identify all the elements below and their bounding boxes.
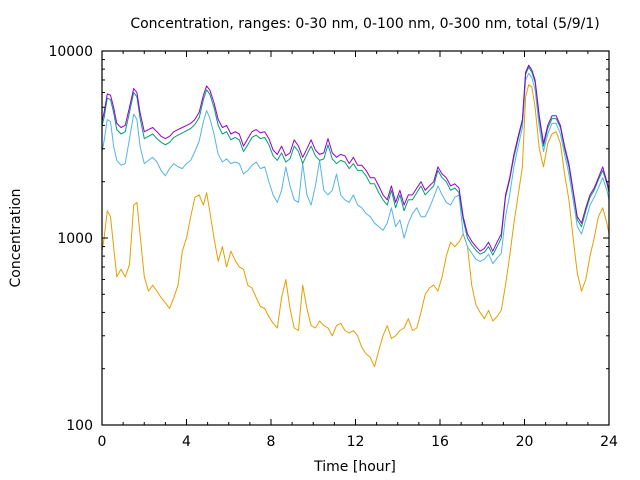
x-axis: 0 4 8 12 16 20 24 bbox=[98, 51, 618, 450]
x-tick-label: 16 bbox=[431, 434, 449, 450]
series-line-0-100-nm bbox=[101, 72, 610, 265]
y-axis-label: Concentration bbox=[8, 188, 24, 287]
y-tick-label: 100 bbox=[66, 418, 93, 434]
x-axis-label: Time [hour] bbox=[313, 459, 396, 475]
series-lines bbox=[101, 64, 610, 368]
y-tick-label: 10000 bbox=[48, 44, 93, 60]
chart-title: Concentration, ranges: 0-30 nm, 0-100 nm… bbox=[130, 16, 599, 32]
x-tick-label: 12 bbox=[347, 434, 365, 450]
y-axis: 100 1000 10000 bbox=[48, 44, 609, 434]
series-line-0-300-nm bbox=[101, 66, 610, 256]
plot-frame bbox=[101, 50, 610, 426]
series-line-total bbox=[101, 64, 610, 252]
x-tick-label: 0 bbox=[98, 434, 107, 450]
x-tick-label: 4 bbox=[182, 434, 191, 450]
x-tick-label: 8 bbox=[267, 434, 276, 450]
x-tick-label: 24 bbox=[600, 434, 618, 450]
y-tick-label: 1000 bbox=[57, 231, 93, 247]
series-line-0-30-nm bbox=[101, 84, 610, 368]
x-tick-label: 20 bbox=[516, 434, 534, 450]
